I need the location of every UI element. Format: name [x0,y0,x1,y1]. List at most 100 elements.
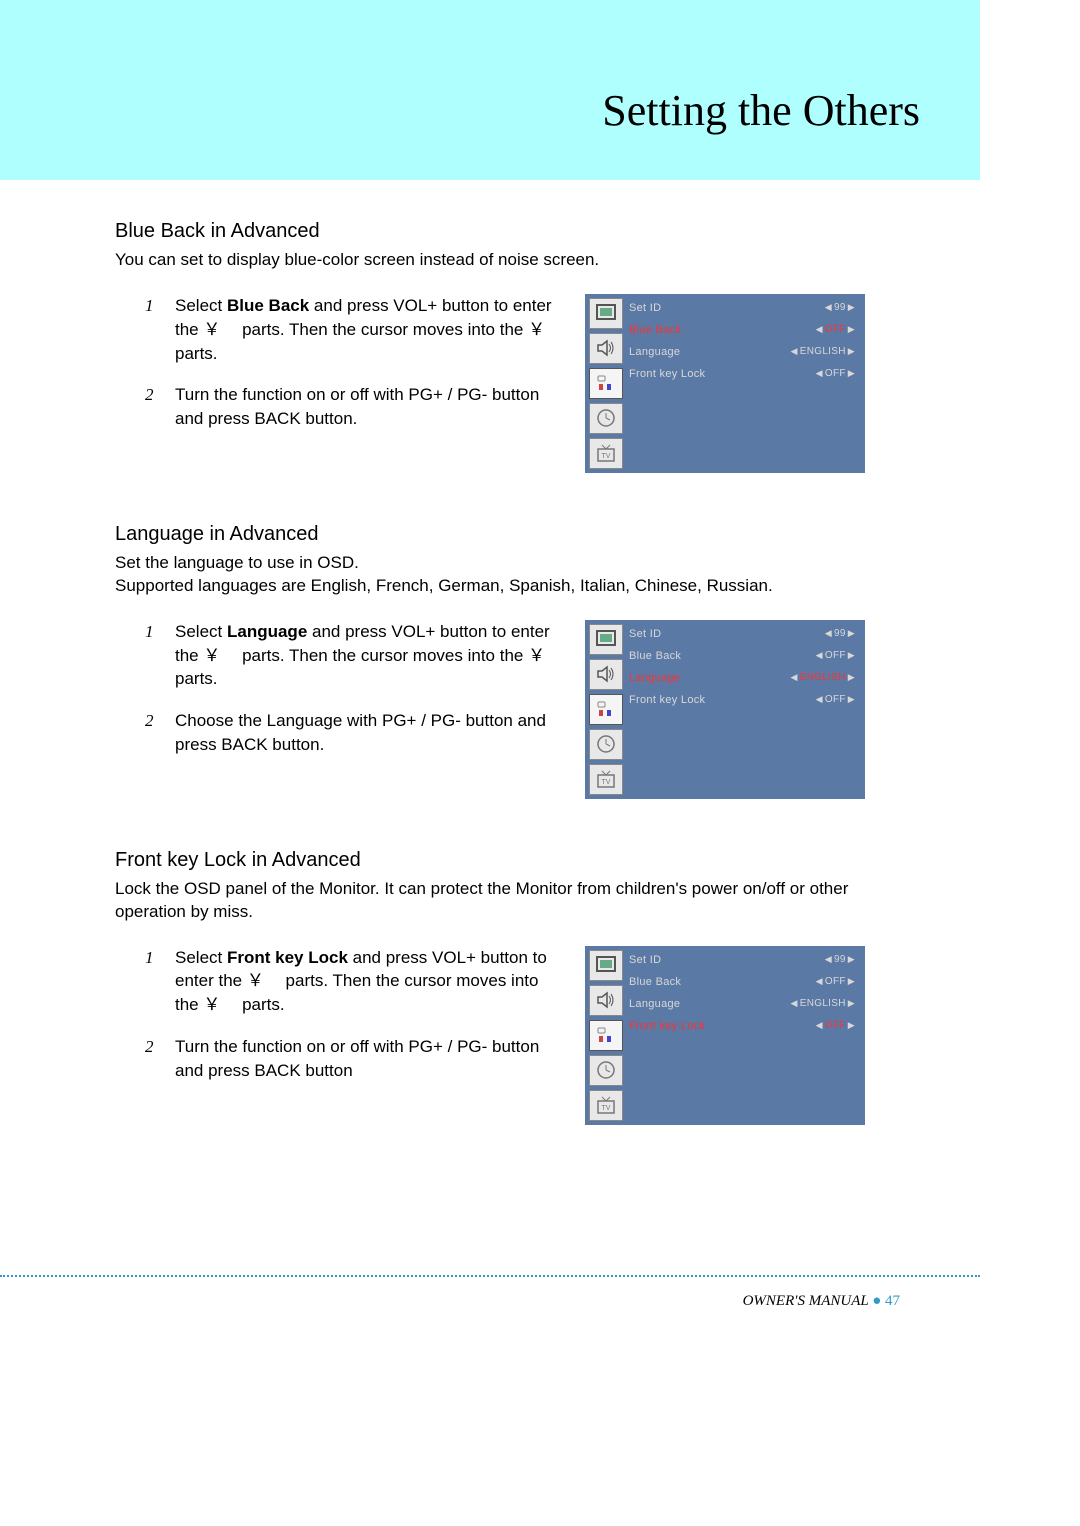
left-arrow-icon: ◀ [816,324,823,335]
osd-row-value: ◀ OFF ▶ [816,368,855,379]
section-desc: Lock the OSD panel of the Monitor. It ca… [115,878,865,924]
osd-row-label: Front key Lock [629,694,705,706]
instruction-list: 1Select Language and press VOL+ button t… [115,620,557,775]
osd-row-label: Blue Back [629,976,681,988]
osd-row[interactable]: Language ◀ ENGLISH ▶ [629,672,855,684]
osd-tab-icon[interactable] [589,729,623,760]
osd-row-value: ◀ OFF ▶ [816,1020,855,1031]
osd-tab-icon[interactable] [589,985,623,1016]
osd-row-label: Set ID [629,954,661,966]
right-arrow-icon: ▶ [848,346,855,357]
osd-row[interactable]: Blue Back ◀ OFF ▶ [629,324,855,336]
speaker-icon [595,338,617,358]
tools-icon [595,373,617,393]
section-desc: You can set to display blue-color screen… [115,249,865,272]
section-title: Blue Back in Advanced [115,220,865,243]
instruction-number: 2 [145,1035,161,1083]
instruction-text: Select Blue Back and press VOL+ button t… [175,294,557,365]
left-arrow-icon: ◀ [816,1020,823,1031]
instruction-item: 2Turn the function on or off with PG+ / … [145,1035,557,1083]
instruction-item: 1Select Blue Back and press VOL+ button … [145,294,557,365]
osd-row-label: Blue Back [629,324,681,336]
osd-tab-icon[interactable]: TV [589,1090,623,1121]
left-arrow-icon: ◀ [791,346,798,357]
osd-row-value: ◀ 99 ▶ [825,628,855,639]
right-arrow-icon: ▶ [848,368,855,379]
left-arrow-icon: ◀ [816,368,823,379]
osd-row-label: Set ID [629,302,661,314]
page-footer: OWNER'S MANUAL ● 47 [0,1277,980,1350]
osd-row[interactable]: Front key Lock◀ OFF ▶ [629,694,855,706]
page-title: Setting the Others [602,85,920,136]
osd-row[interactable]: Language ◀ ENGLISH ▶ [629,346,855,358]
osd-tab-icon[interactable] [589,950,623,981]
osd-tab-icon[interactable] [589,1020,623,1051]
osd-tab-icon[interactable] [589,333,623,364]
header-band: Setting the Others [0,0,980,180]
osd-row-value: ◀ ENGLISH ▶ [791,346,855,357]
left-arrow-icon: ◀ [816,650,823,661]
osd-tab-icon[interactable] [589,694,623,725]
osd-row[interactable]: Language ◀ ENGLISH ▶ [629,998,855,1010]
right-arrow-icon: ▶ [848,628,855,639]
monitor-icon [595,955,617,975]
left-arrow-icon: ◀ [825,302,832,313]
instruction-number: 1 [145,294,161,365]
right-arrow-icon: ▶ [848,954,855,965]
instruction-item: 2Turn the function on or off with PG+ / … [145,383,557,431]
osd-panel: TV Set ID◀ 99 ▶ Blue Back ◀ OFF ▶ Language ◀ … [585,946,865,1125]
osd-row-label: Language [629,346,680,358]
osd-tab-icon[interactable] [589,298,623,329]
tv-icon: TV [595,443,617,463]
osd-row-value: ◀ OFF ▶ [816,324,855,335]
osd-tab-icon[interactable] [589,1055,623,1086]
osd-row[interactable]: Blue Back ◀ OFF ▶ [629,976,855,988]
osd-row-value: ◀ ENGLISH ▶ [791,998,855,1009]
right-arrow-icon: ▶ [848,302,855,313]
osd-row[interactable]: Front key Lock◀ OFF ▶ [629,1020,855,1032]
footer-bullet: ● [872,1293,885,1309]
svg-text:TV: TV [602,779,611,786]
section: Front key Lock in AdvancedLock the OSD p… [115,849,865,1125]
osd-row[interactable]: Blue Back◀ OFF ▶ [629,650,855,662]
osd-tab-icon[interactable] [589,659,623,690]
osd-row-label: Language [629,672,680,684]
osd-tab-icon[interactable]: TV [589,438,623,469]
section: Language in Advanced Set the language to … [115,523,865,799]
left-arrow-icon: ◀ [825,628,832,639]
instruction-item: 1Select Language and press VOL+ button t… [145,620,557,691]
speaker-icon [595,990,617,1010]
instruction-number: 2 [145,709,161,757]
section-title: Language in Advanced [115,523,865,546]
section-desc: Set the language to use in OSD. Supporte… [115,552,865,598]
svg-text:TV: TV [602,1105,611,1112]
clock-icon [595,734,617,754]
osd-row-label: Language [629,998,680,1010]
left-arrow-icon: ◀ [816,976,823,987]
osd-row[interactable]: Set ID ◀ 99 ▶ [629,628,855,640]
osd-row-value: ◀ OFF ▶ [816,976,855,987]
footer-page-number: 47 [885,1293,900,1309]
left-arrow-icon: ◀ [791,672,798,683]
osd-row[interactable]: Set ID◀ 99 ▶ [629,954,855,966]
instruction-text: Select Front key Lock and press VOL+ but… [175,946,557,1017]
right-arrow-icon: ▶ [848,650,855,661]
osd-row-label: Set ID [629,628,661,640]
osd-row[interactable]: Set ID◀ 99 ▶ [629,302,855,314]
left-arrow-icon: ◀ [791,998,798,1009]
osd-row[interactable]: Front key Lock ◀ OFF ▶ [629,368,855,380]
right-arrow-icon: ▶ [848,324,855,335]
clock-icon [595,408,617,428]
osd-row-value: ◀ ENGLISH ▶ [791,672,855,683]
osd-tab-icon[interactable]: TV [589,764,623,795]
instruction-number: 2 [145,383,161,431]
instruction-list: 1Select Blue Back and press VOL+ button … [115,294,557,449]
osd-row-label: Front key Lock [629,368,705,380]
osd-tab-icon[interactable] [589,403,623,434]
osd-panel: TVSet ID◀ 99 ▶Blue Back◀ OFF ▶Language◀ … [585,294,865,473]
osd-tab-icon[interactable] [589,624,623,655]
instruction-text: Select Language and press VOL+ button to… [175,620,557,691]
osd-tab-icon[interactable] [589,368,623,399]
tv-icon: TV [595,1095,617,1115]
osd-row-value: ◀ OFF ▶ [816,650,855,661]
